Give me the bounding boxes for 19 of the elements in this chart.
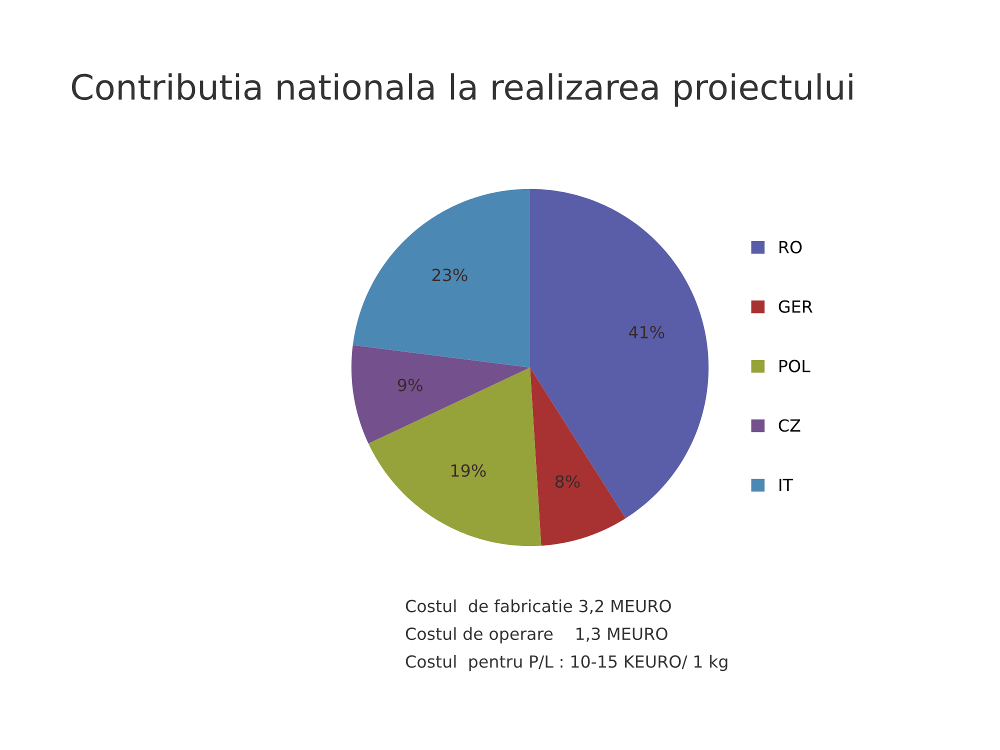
legend-label: IT	[780, 478, 794, 492]
pie-slice	[530, 368, 626, 546]
pie-slice	[368, 368, 542, 546]
data-label: 9%	[398, 378, 422, 392]
data-label: 23%	[432, 268, 468, 282]
pie-slice	[351, 345, 530, 444]
pie-slice	[352, 188, 530, 368]
legend-label: POL	[780, 360, 810, 372]
chart-title: Contributia nationala la realizarea proiectului	[72, 73, 852, 107]
data-label: 8%	[555, 475, 580, 488]
data-label: 19%	[451, 464, 486, 477]
legend-label: RO	[780, 240, 802, 254]
legend-label: CZ	[778, 419, 800, 432]
text: Costul pentru P/L : 10-15 KEURO/ 1 kg	[406, 654, 728, 672]
text: Costul de operare 1,3 MEURO	[406, 627, 668, 644]
legend-label: GER	[778, 300, 812, 313]
pie-slice	[530, 188, 709, 518]
data-label: 41%	[628, 326, 664, 338]
text: Costul de fabricatie 3,2 MEURO	[406, 599, 671, 614]
